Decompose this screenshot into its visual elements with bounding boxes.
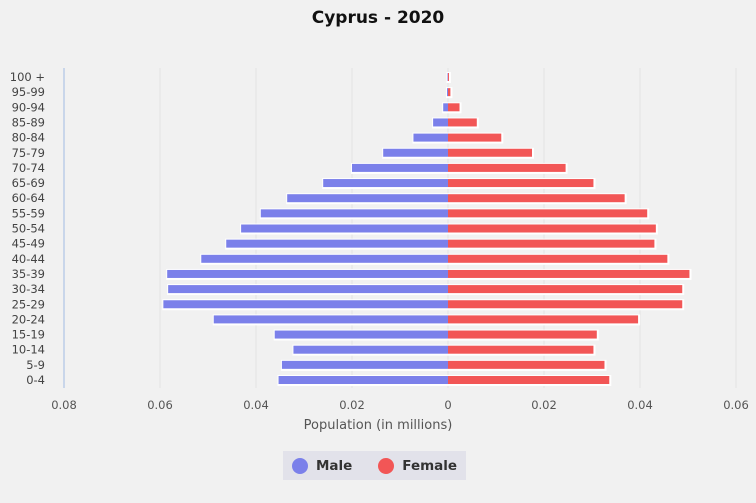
male-swatch-icon: [291, 457, 308, 474]
bar-male: [433, 118, 448, 127]
female-swatch-icon: [378, 457, 395, 474]
legend-label-male: Male: [315, 457, 353, 474]
x-tick-label: 0: [444, 398, 451, 412]
y-tick-label: 30-34: [12, 282, 45, 296]
bar-female: [448, 376, 610, 384]
bar-male: [241, 224, 448, 233]
y-tick-label: 65-69: [12, 176, 45, 190]
bar-female: [448, 103, 460, 112]
bar-shadow: [448, 72, 451, 83]
bar-male: [413, 133, 448, 142]
bar-male: [278, 376, 448, 384]
y-tick-label: 60-64: [12, 191, 45, 205]
bar-female: [448, 239, 655, 248]
bar-female: [448, 73, 449, 81]
bar-female: [448, 254, 668, 263]
bar-male: [260, 209, 448, 218]
y-tick-label: 95-99: [12, 85, 45, 99]
bar-female: [448, 330, 597, 339]
bar-female: [448, 224, 656, 233]
bar-female: [448, 163, 566, 172]
bar-male: [293, 345, 448, 354]
bar-female: [448, 179, 594, 188]
bar-female: [448, 194, 625, 203]
y-tick-label: 80-84: [12, 131, 45, 145]
y-tick-label: 45-49: [12, 237, 45, 251]
bar-female: [448, 133, 502, 142]
y-tick-label: 75-79: [12, 146, 45, 160]
bar-male: [213, 315, 448, 324]
y-tick-label: 5-9: [26, 358, 45, 372]
bar-female: [448, 209, 648, 218]
bar-male: [352, 163, 448, 172]
x-tick-label: 0.02: [339, 398, 365, 412]
bar-male: [274, 330, 448, 339]
y-tick-label: 90-94: [12, 100, 45, 114]
bar-female: [448, 88, 451, 97]
x-tick-label: 0.04: [627, 398, 653, 412]
y-tick-label: 85-89: [12, 115, 45, 129]
legend-label-female: Female: [402, 457, 458, 474]
bar-shadow: [446, 87, 448, 99]
bar-male: [226, 239, 448, 248]
bar-female: [448, 285, 683, 294]
y-tick-label: 0-4: [26, 373, 45, 387]
bar-male: [383, 148, 448, 157]
bar-male: [167, 269, 448, 278]
y-tick-label: 70-74: [12, 161, 45, 175]
chart-title: Cyprus - 2020: [311, 8, 445, 28]
y-tick-label: 50-54: [12, 222, 45, 236]
bar-male: [447, 88, 448, 97]
bar-female: [448, 360, 605, 369]
y-tick-label: 15-19: [12, 328, 45, 342]
x-tick-label: 0.06: [147, 398, 173, 412]
legend: Male Female: [283, 451, 466, 480]
y-tick-label: 10-14: [12, 343, 45, 357]
bar-male: [201, 254, 448, 263]
y-tick-label: 40-44: [12, 252, 45, 266]
x-tick-label: 0.06: [723, 398, 749, 412]
bar-male: [281, 360, 448, 369]
x-tick-label: 0.02: [531, 398, 557, 412]
bar-female: [448, 118, 477, 127]
bar-shadow: [446, 72, 448, 83]
bar-female: [448, 300, 683, 309]
bar-female: [448, 315, 639, 324]
legend-item-female[interactable]: Female: [378, 457, 458, 474]
x-tick-label: 0.08: [51, 398, 77, 412]
bar-male: [323, 179, 448, 188]
legend-item-male[interactable]: Male: [291, 457, 353, 474]
y-tick-label: 35-39: [12, 267, 45, 281]
bar-female: [448, 345, 594, 354]
x-tick-label: 0.04: [243, 398, 269, 412]
bar-female: [448, 269, 690, 278]
bar-male: [163, 300, 449, 309]
bar-male: [168, 285, 448, 294]
y-tick-label: 20-24: [12, 312, 45, 326]
y-tick-label: 100 +: [10, 70, 45, 84]
y-tick-label: 55-59: [12, 206, 45, 220]
y-tick-label: 25-29: [12, 297, 45, 311]
x-axis-label: Population (in millions): [303, 418, 453, 433]
bar-male: [287, 194, 448, 203]
bar-male: [443, 103, 448, 112]
bar-female: [448, 148, 532, 157]
